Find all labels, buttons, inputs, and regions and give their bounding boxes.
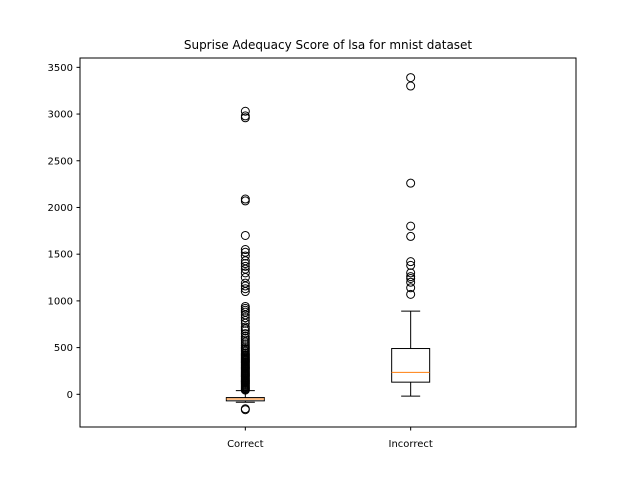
chart-title: Suprise Adequacy Score of lsa for mnist …	[184, 38, 473, 52]
outlier-point	[240, 268, 250, 278]
y-tick-label: 0	[67, 390, 73, 401]
outlier-point	[240, 261, 250, 271]
outlier-point	[406, 289, 416, 299]
outlier-point	[240, 111, 250, 121]
outlier-point	[240, 259, 250, 269]
outlier-point	[406, 283, 416, 293]
outlier-point	[240, 278, 250, 288]
x-tick-label: Incorrect	[389, 439, 433, 450]
axes-frame	[79, 57, 577, 428]
outlier-point	[406, 178, 416, 188]
y-tick-label: 2000	[48, 203, 73, 214]
outlier-point	[406, 268, 416, 278]
box-iqr	[391, 348, 431, 383]
outlier-point	[240, 106, 250, 116]
outlier-point	[406, 221, 416, 231]
outlier-point	[240, 404, 250, 414]
outlier-point	[240, 329, 250, 339]
outlier-point	[240, 245, 250, 255]
outlier-point	[406, 257, 416, 267]
x-axis: Correct Incorrect	[227, 427, 433, 450]
outlier-point	[406, 73, 416, 83]
y-tick-label: 3000	[48, 110, 73, 121]
outlier-point	[406, 231, 416, 241]
outlier-point	[406, 272, 416, 282]
y-axis: 0 500 1000 1500 2000 2500 3000 3500	[48, 63, 80, 401]
outlier-point	[240, 284, 250, 294]
plot-area	[225, 73, 431, 415]
box-correct	[225, 106, 265, 415]
y-tick-label: 3500	[48, 63, 73, 74]
outlier-point	[240, 194, 250, 204]
outlier-point	[240, 251, 250, 261]
y-tick-label: 500	[54, 343, 73, 354]
box-incorrect	[391, 73, 431, 397]
y-tick-label: 2500	[48, 156, 73, 167]
outlier-point	[240, 313, 250, 323]
x-tick-label: Correct	[227, 439, 264, 450]
outlier-point	[240, 247, 250, 257]
outlier-point	[240, 230, 250, 240]
outlier-point	[240, 331, 250, 341]
outlier-point	[240, 322, 250, 332]
y-tick-label: 1000	[48, 296, 73, 307]
outlier-point	[406, 277, 416, 287]
outlier-point	[240, 301, 250, 311]
outlier-point	[406, 260, 416, 270]
y-tick-label: 1500	[48, 250, 73, 261]
